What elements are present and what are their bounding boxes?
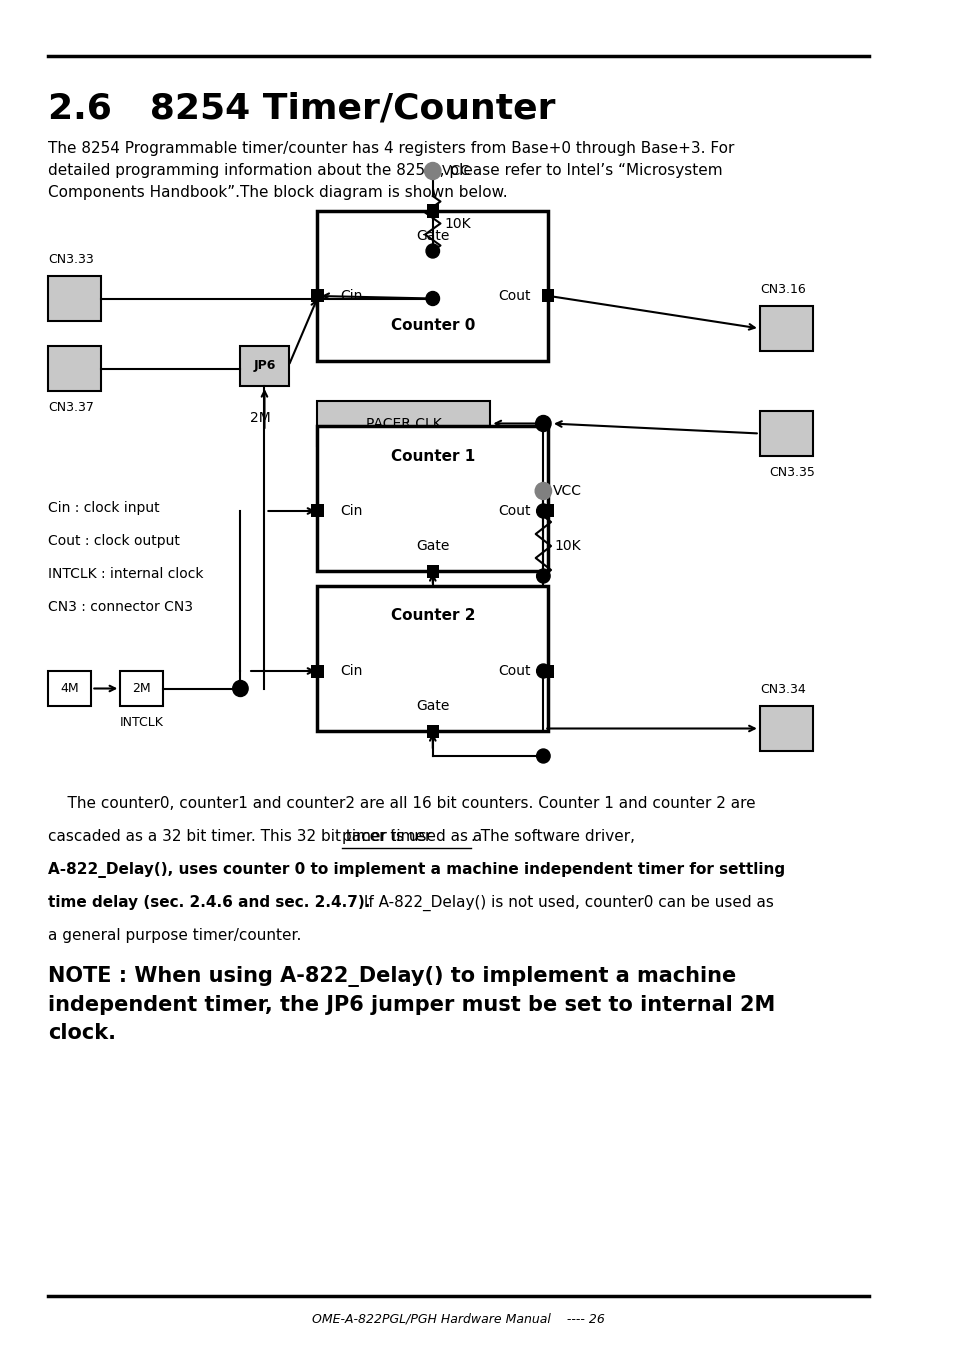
Bar xyxy=(759,707,812,751)
Text: time delay (sec. 2.4.6 and sec. 2.4.7).: time delay (sec. 2.4.6 and sec. 2.4.7). xyxy=(48,894,370,911)
Bar xyxy=(426,724,438,738)
Text: OME-A-822PGL/PGH Hardware Manual    ---- 26: OME-A-822PGL/PGH Hardware Manual ---- 26 xyxy=(312,1313,604,1325)
Text: The counter0, counter1 and counter2 are all 16 bit counters. Counter 1 and count: The counter0, counter1 and counter2 are … xyxy=(48,796,755,811)
Text: NOTE : When using A-822_Delay() to implement a machine
independent timer, the JP: NOTE : When using A-822_Delay() to imple… xyxy=(48,966,775,1043)
Text: Cout : clock output: Cout : clock output xyxy=(48,534,180,549)
Text: CN3.37: CN3.37 xyxy=(48,401,93,413)
Text: Cout: Cout xyxy=(497,289,530,303)
Circle shape xyxy=(535,482,551,500)
Bar xyxy=(759,411,812,457)
Circle shape xyxy=(424,162,440,180)
Circle shape xyxy=(233,681,248,697)
Text: CN3.16: CN3.16 xyxy=(759,282,804,296)
Bar xyxy=(240,346,288,386)
Text: 2M: 2M xyxy=(250,411,271,426)
Text: VCC: VCC xyxy=(442,163,471,178)
Bar xyxy=(48,276,101,322)
Text: 2M: 2M xyxy=(132,682,151,694)
Text: If A-822_Delay() is not used, counter0 can be used as: If A-822_Delay() is not used, counter0 c… xyxy=(358,894,773,911)
Bar xyxy=(426,204,438,218)
Bar xyxy=(541,289,554,303)
Text: a general purpose timer/counter.: a general purpose timer/counter. xyxy=(48,928,301,943)
Circle shape xyxy=(537,748,550,763)
Text: Cin: Cin xyxy=(339,504,362,517)
Bar xyxy=(541,504,554,517)
Text: A-822_Delay(), uses counter 0 to implement a machine independent timer for settl: A-822_Delay(), uses counter 0 to impleme… xyxy=(48,862,784,878)
Circle shape xyxy=(426,292,439,305)
Bar xyxy=(48,671,91,707)
Bar xyxy=(317,586,548,731)
Bar xyxy=(120,671,163,707)
Text: CN3.33: CN3.33 xyxy=(48,253,93,266)
Text: INTCLK: INTCLK xyxy=(120,716,164,730)
Text: Cin: Cin xyxy=(339,289,362,303)
Bar xyxy=(426,565,438,577)
Bar xyxy=(541,665,554,677)
Text: . The software driver,: . The software driver, xyxy=(471,830,635,844)
Text: JP6: JP6 xyxy=(253,359,275,373)
Bar xyxy=(317,211,548,361)
Text: Counter 0: Counter 0 xyxy=(390,319,475,334)
Text: 4M: 4M xyxy=(60,682,79,694)
Text: cascaded as a 32 bit timer. This 32 bit timer is used as a: cascaded as a 32 bit timer. This 32 bit … xyxy=(48,830,487,844)
Text: CN3 : connector CN3: CN3 : connector CN3 xyxy=(48,600,193,613)
Circle shape xyxy=(537,663,550,678)
Bar xyxy=(311,504,323,517)
Text: VCC: VCC xyxy=(553,484,581,499)
Text: Cout: Cout xyxy=(497,663,530,678)
Bar xyxy=(317,426,548,571)
Text: CN3.35: CN3.35 xyxy=(768,466,815,480)
Bar xyxy=(317,401,490,446)
Text: The 8254 Programmable timer/counter has 4 registers from Base+0 through Base+3. : The 8254 Programmable timer/counter has … xyxy=(48,141,734,200)
Text: Gate: Gate xyxy=(416,539,449,553)
Text: Counter 1: Counter 1 xyxy=(390,449,475,463)
Text: Gate: Gate xyxy=(416,698,449,713)
Circle shape xyxy=(426,245,439,258)
Bar xyxy=(48,346,101,390)
Text: Cout: Cout xyxy=(497,504,530,517)
Text: 2.6   8254 Timer/Counter: 2.6 8254 Timer/Counter xyxy=(48,91,555,126)
Bar xyxy=(311,665,323,677)
Bar xyxy=(759,305,812,351)
Text: Gate: Gate xyxy=(416,230,449,243)
Text: 10K: 10K xyxy=(555,539,581,553)
Circle shape xyxy=(536,416,551,431)
Text: PACER CLK: PACER CLK xyxy=(366,416,441,431)
Circle shape xyxy=(537,569,550,584)
Bar xyxy=(311,289,323,303)
Text: INTCLK : internal clock: INTCLK : internal clock xyxy=(48,567,203,581)
Text: 10K: 10K xyxy=(444,216,471,231)
Text: Cin : clock input: Cin : clock input xyxy=(48,501,159,515)
Circle shape xyxy=(537,504,550,517)
Text: Cin: Cin xyxy=(339,663,362,678)
Text: CN3.34: CN3.34 xyxy=(759,684,804,696)
Text: pacer timer: pacer timer xyxy=(342,830,432,844)
Text: Counter 2: Counter 2 xyxy=(390,608,475,624)
